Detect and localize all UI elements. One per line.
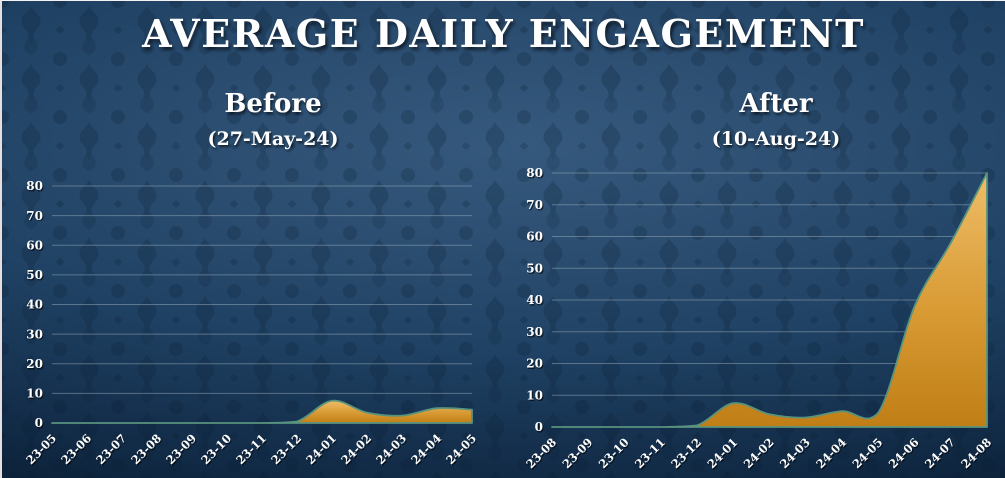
- x-tick-label: 24-01: [303, 431, 339, 467]
- y-tick-label: 70: [526, 198, 543, 212]
- x-tick-label: 23-10: [596, 435, 632, 471]
- x-tick-label: 23-06: [58, 431, 94, 467]
- y-tick-label: 30: [526, 325, 543, 339]
- before-chart-svg: 001010202030304040505060607070808023-052…: [23, 179, 480, 468]
- y-tick-label: 50: [26, 268, 43, 282]
- y-tick-label-shadow: 40: [27, 299, 44, 313]
- x-tick-label: 24-08: [958, 435, 994, 471]
- y-tick-label: 10: [526, 388, 543, 402]
- y-tick-label-shadow: 50: [527, 263, 544, 277]
- x-tick-label: 23-12: [668, 435, 704, 471]
- y-tick-label-shadow: 70: [527, 199, 544, 213]
- x-tick-label: 23-07: [93, 431, 129, 467]
- y-tick-label: 10: [26, 387, 43, 401]
- y-tick-label-shadow: 70: [27, 210, 44, 224]
- x-tick-label: 24-04: [408, 431, 444, 467]
- y-tick-label-shadow: 20: [27, 358, 44, 372]
- y-tick-label: 30: [26, 327, 43, 341]
- engagement-area-series: [551, 172, 988, 428]
- y-tick-label-shadow: 60: [527, 231, 544, 245]
- after-chart-svg: 001010202030304040505060607070808023-082…: [523, 166, 995, 472]
- y-tick-label-shadow: 40: [527, 295, 544, 309]
- x-tick-label: 24-03: [373, 431, 409, 467]
- x-tick-label: 23-09: [163, 431, 199, 467]
- y-tick-label-shadow: 60: [27, 240, 44, 254]
- x-tick-label: 23-10: [198, 431, 234, 467]
- y-tick-label: 0: [535, 420, 543, 434]
- x-tick-label: 24-07: [922, 435, 958, 471]
- y-tick-label: 40: [526, 293, 543, 307]
- y-tick-label-shadow: 30: [27, 329, 44, 343]
- y-tick-label-shadow: 10: [27, 388, 44, 402]
- after-date-subtitle: (10-Aug-24): [711, 128, 841, 150]
- x-tick-label: 23-11: [632, 435, 668, 471]
- y-tick-label-shadow: 30: [527, 326, 544, 340]
- before-heading: Before: [224, 89, 322, 119]
- x-tick-label: 23-11: [233, 431, 269, 467]
- y-tick-label: 80: [526, 166, 543, 180]
- page-title: AVERAGE DAILY ENGAGEMENT: [142, 11, 865, 56]
- x-tick-label: 23-08: [128, 431, 164, 467]
- y-tick-label-shadow: 80: [527, 168, 544, 182]
- x-tick-label: 24-02: [741, 435, 777, 471]
- x-tick-label: 24-03: [777, 435, 813, 471]
- engagement-area-series: [51, 399, 473, 424]
- before-date-subtitle: (27-May-24): [207, 128, 339, 150]
- y-tick-label: 50: [526, 261, 543, 275]
- x-tick-label: 24-02: [338, 431, 374, 467]
- y-tick-label-shadow: 50: [27, 269, 44, 283]
- y-tick-label: 60: [526, 230, 543, 244]
- x-tick-label: 24-05: [849, 435, 885, 471]
- y-tick-label-shadow: 0: [536, 422, 544, 436]
- y-tick-label-shadow: 20: [527, 358, 544, 372]
- x-tick-label: 24-05: [443, 431, 479, 467]
- y-tick-label: 20: [526, 357, 543, 371]
- y-tick-label-shadow: 80: [27, 181, 44, 195]
- y-tick-label-shadow: 10: [527, 390, 544, 404]
- x-tick-label: 23-12: [268, 431, 304, 467]
- y-tick-label: 40: [26, 298, 43, 312]
- y-tick-label: 80: [26, 179, 43, 193]
- after-heading: After: [739, 89, 813, 119]
- x-tick-label: 24-01: [704, 435, 740, 471]
- x-tick-label: 24-04: [813, 435, 849, 471]
- y-tick-label: 0: [35, 416, 43, 430]
- y-tick-label: 70: [26, 209, 43, 223]
- y-tick-label-shadow: 0: [36, 418, 44, 432]
- x-tick-label: 24-06: [886, 435, 922, 471]
- x-tick-label: 23-05: [23, 431, 59, 467]
- y-tick-label: 20: [26, 357, 43, 371]
- x-tick-label: 23-09: [559, 435, 595, 471]
- y-tick-label: 60: [26, 238, 43, 252]
- x-tick-label: 23-08: [523, 435, 559, 471]
